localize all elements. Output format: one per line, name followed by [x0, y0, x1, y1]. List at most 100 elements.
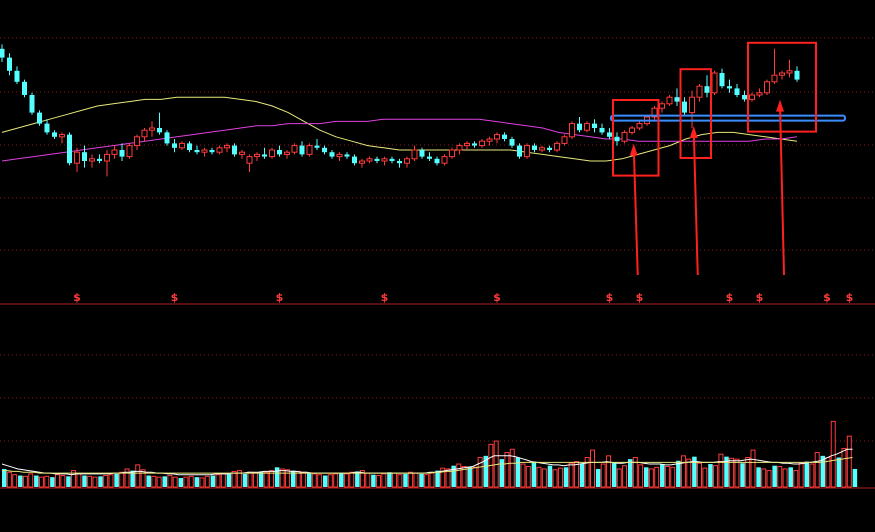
volume-bar-up	[429, 472, 435, 488]
volume-bar-down	[50, 477, 55, 487]
volume-bar-up	[311, 473, 317, 488]
volume-bar-down	[2, 468, 7, 487]
candle	[0, 44, 5, 62]
candle-body-down	[299, 145, 305, 155]
volume-bar-down	[210, 475, 216, 487]
candle	[29, 92, 35, 115]
candle-body-down	[734, 88, 740, 95]
volume-bar-up	[606, 455, 612, 488]
candle-body-up	[246, 156, 253, 164]
candle-body-down	[209, 150, 215, 153]
candle-body-up	[224, 145, 230, 149]
candle	[126, 143, 133, 159]
volume-bar-up	[734, 458, 740, 488]
volume-bar-down	[419, 473, 424, 487]
candle	[756, 88, 763, 98]
candle	[554, 141, 560, 153]
volume-bar-down	[547, 465, 553, 487]
candle-body-up	[179, 142, 185, 149]
candle-body-down	[157, 128, 162, 133]
candle	[149, 121, 155, 137]
candle	[172, 139, 177, 153]
candle-body-down	[577, 123, 582, 131]
volume-bar-up	[333, 473, 339, 488]
candle-body-down	[502, 134, 507, 139]
volume-bar-up	[172, 476, 178, 488]
support-line	[610, 114, 846, 122]
candle	[561, 134, 568, 146]
volume-bar-down	[579, 464, 585, 487]
candle-body-up	[216, 147, 223, 153]
candle-body-down	[52, 132, 57, 137]
candle	[299, 141, 305, 157]
candle	[269, 147, 275, 159]
volume-average-lines	[1, 448, 853, 476]
candle	[569, 121, 575, 139]
candle-body-down	[427, 156, 432, 159]
volume-bar-up	[664, 466, 670, 488]
signal-marker: $	[73, 291, 81, 304]
volume-bar-up	[472, 466, 478, 488]
volume-bar-up	[199, 477, 205, 488]
candle	[689, 90, 695, 128]
candle-body-up	[779, 72, 785, 76]
volume-bar-up	[461, 466, 467, 488]
volume-bar-up	[359, 470, 365, 488]
volume-bar-up	[76, 473, 82, 488]
grid-lines	[0, 37, 875, 489]
volume-bar-up	[520, 463, 526, 488]
signal-marker: $	[171, 291, 179, 304]
candle	[441, 154, 448, 166]
candle-body-down	[719, 73, 725, 87]
candle-body-down	[742, 95, 747, 100]
volume-bar-up	[269, 470, 274, 488]
candle-body-down	[532, 145, 537, 150]
candle	[306, 143, 313, 157]
candle-body-up	[696, 85, 703, 98]
volume-bar-up	[632, 456, 638, 488]
volume-bar-down	[98, 476, 103, 487]
volume-bar-down	[403, 473, 408, 487]
volume-bar-down	[644, 467, 649, 487]
volume-bar-down	[756, 467, 761, 487]
candle-body-down	[704, 86, 710, 93]
volume-bar-down	[258, 471, 264, 487]
annotation-boxes	[612, 41, 817, 276]
candle-body-down	[389, 158, 395, 161]
candle-body-up	[126, 145, 133, 158]
candle	[749, 92, 755, 102]
signal-marker: $	[493, 291, 501, 304]
candle-body-up	[651, 107, 658, 118]
candle-body-up	[404, 158, 410, 164]
candle	[779, 70, 785, 80]
candle	[517, 143, 522, 159]
volume-bar-up	[220, 473, 226, 488]
candle-body-down	[314, 145, 320, 148]
volume-bar-down	[146, 475, 151, 487]
volume-bar-down	[242, 473, 248, 487]
volume-bar-up	[376, 475, 381, 488]
candle	[764, 79, 770, 95]
candle	[411, 145, 418, 161]
candle-body-up	[441, 156, 448, 164]
candle-body-up	[629, 127, 635, 133]
candle-body-down	[194, 150, 200, 153]
volume-bar-up	[713, 465, 719, 488]
volume-bar-up	[456, 463, 462, 488]
candle-body-down	[614, 136, 620, 142]
volume-bar-up	[38, 476, 44, 488]
candle	[636, 121, 643, 131]
candle-body-up	[359, 160, 365, 164]
volume-bar-up	[343, 473, 349, 488]
candle	[224, 143, 230, 153]
candle	[179, 141, 185, 150]
volume-bar-down	[820, 455, 826, 487]
volume-bar-up	[327, 474, 333, 488]
candlesticks	[0, 44, 800, 177]
volume-bar-up	[424, 474, 430, 488]
volume-bar-up	[718, 453, 724, 488]
candle	[67, 132, 72, 166]
volume-bar-up	[525, 466, 531, 488]
candle	[284, 150, 290, 159]
candle	[381, 156, 388, 166]
